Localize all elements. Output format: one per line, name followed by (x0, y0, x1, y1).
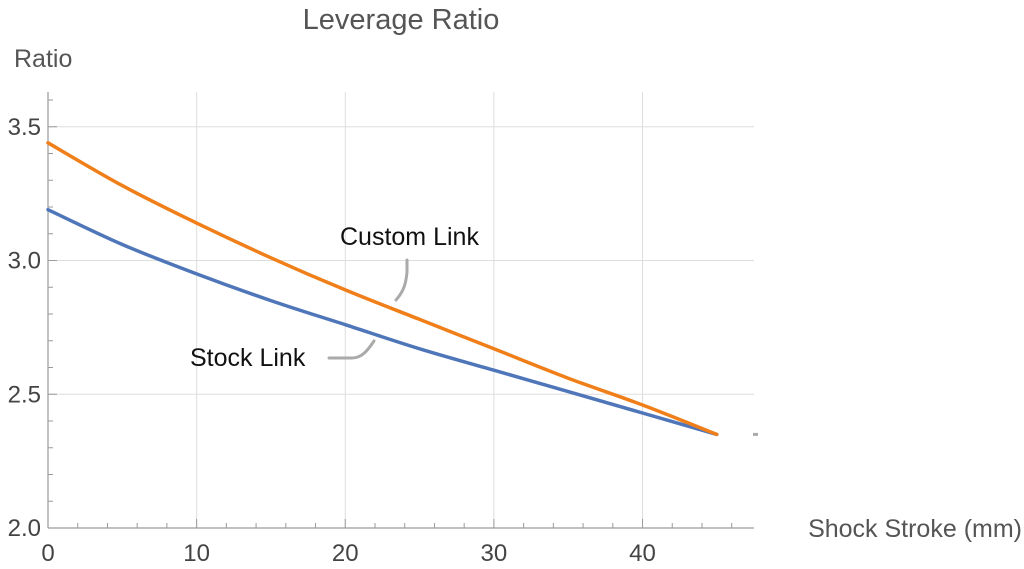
y-tick-label-2: 3.0 (8, 248, 41, 275)
y-axis-label: Ratio (14, 45, 72, 73)
series-line-stock-link (46, 207, 719, 437)
series-callouts: Custom Link Stock Link (190, 223, 479, 372)
x-tick-label-4: 40 (629, 540, 656, 567)
grid (48, 92, 754, 528)
chart-title: Leverage Ratio (303, 4, 500, 36)
callout-label-stock-link: Stock Link (190, 344, 306, 372)
x-tick-label-2: 20 (332, 540, 359, 567)
callout-label-custom-link: Custom Link (340, 223, 479, 251)
x-tick-label-0: 0 (41, 540, 54, 567)
axes: 0 10 20 30 40 2.0 2.5 3.0 3.5 (8, 92, 758, 567)
x-tick-label-3: 30 (481, 540, 508, 567)
x-axis-label: Shock Stroke (mm) (808, 515, 1022, 543)
y-tick-label-0: 2.0 (8, 515, 41, 542)
callout-leader-custom-link (394, 258, 409, 302)
series-line-custom-link (46, 141, 719, 437)
y-tick-label-3: 3.5 (8, 114, 41, 141)
x-tick-label-1: 10 (183, 540, 210, 567)
series-lines (46, 141, 719, 437)
callout-leader-stock-link (327, 339, 376, 360)
y-tick-label-1: 2.5 (8, 381, 41, 408)
